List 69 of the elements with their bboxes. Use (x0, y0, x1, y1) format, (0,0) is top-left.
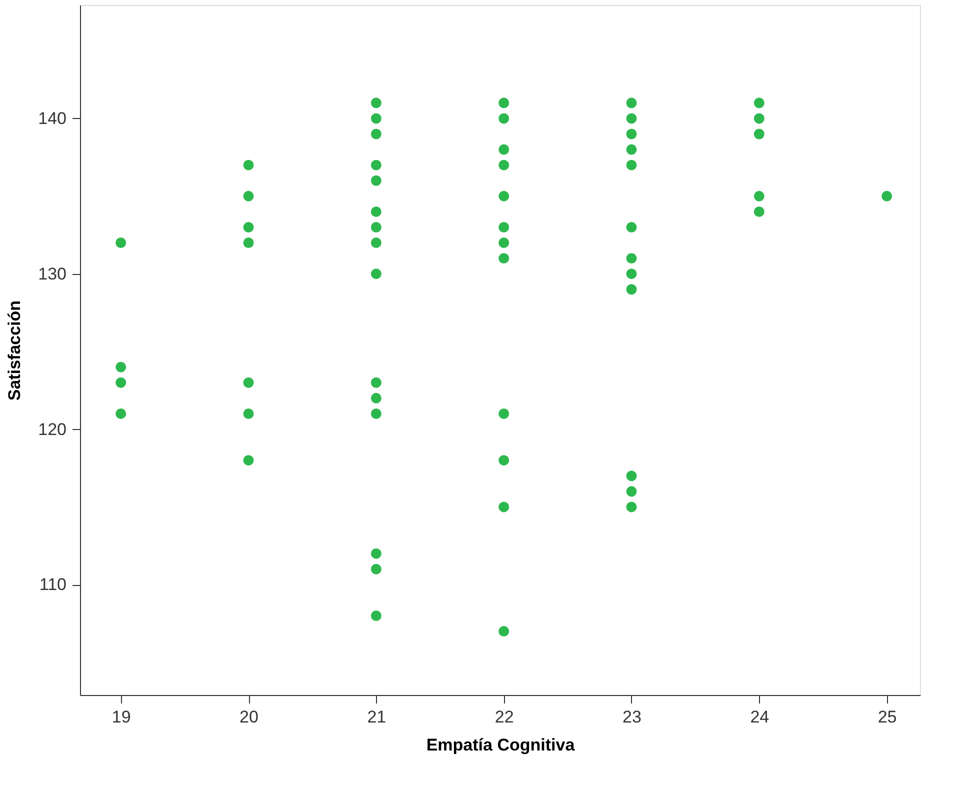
point (370, 222, 382, 232)
point (498, 408, 510, 419)
point (370, 377, 382, 388)
point (498, 238, 510, 248)
point (243, 160, 254, 170)
point (370, 408, 382, 419)
point (882, 190, 892, 202)
point (243, 377, 254, 388)
point (243, 408, 254, 419)
x-tick-label: 23 (622, 708, 642, 726)
point (626, 98, 637, 108)
point (626, 222, 637, 232)
y-tick-label: 130 (38, 264, 66, 284)
point (498, 222, 510, 232)
point (626, 113, 637, 124)
point (116, 377, 126, 388)
point (370, 98, 382, 108)
point (498, 190, 510, 202)
point (370, 206, 382, 217)
point (626, 128, 637, 140)
x-axis-title: Empatía Cognitiva (426, 736, 576, 754)
point (498, 160, 510, 170)
point (243, 222, 254, 232)
point (370, 238, 382, 248)
point (370, 113, 382, 124)
x-tick-label: 20 (240, 708, 258, 726)
point (498, 455, 510, 466)
point (370, 160, 382, 170)
y-tick-label: 140 (38, 108, 66, 128)
point (370, 548, 382, 559)
point (626, 160, 637, 170)
point (754, 206, 764, 217)
point (498, 144, 510, 155)
point (498, 113, 510, 124)
point (626, 253, 637, 264)
point (626, 502, 637, 512)
point (754, 128, 764, 140)
x-tick-label: 25 (878, 708, 897, 726)
point (498, 502, 510, 512)
y-tick-label: 110 (39, 575, 66, 594)
x-tick-label: 24 (750, 708, 770, 726)
point (370, 268, 382, 280)
point (754, 113, 764, 124)
point (370, 128, 382, 140)
point (116, 408, 126, 419)
point (498, 626, 510, 637)
point (626, 268, 637, 280)
x-tick-label: 21 (367, 708, 386, 726)
point (626, 486, 637, 497)
point (116, 362, 126, 372)
x-tick-label: 22 (494, 708, 514, 726)
point (754, 98, 764, 108)
x-tick-label: 19 (112, 708, 131, 726)
point (626, 284, 637, 295)
point (370, 564, 382, 574)
point (243, 190, 254, 202)
point (370, 610, 382, 621)
point (498, 98, 510, 108)
y-axis-title: Satisfacción (5, 300, 24, 401)
point (754, 190, 764, 202)
point (626, 144, 637, 155)
point (370, 175, 382, 186)
y-tick-label: 120 (38, 420, 66, 439)
point (370, 392, 382, 404)
point (116, 238, 126, 248)
point (243, 455, 254, 466)
point (498, 253, 510, 264)
point (626, 470, 637, 482)
point (243, 238, 254, 248)
